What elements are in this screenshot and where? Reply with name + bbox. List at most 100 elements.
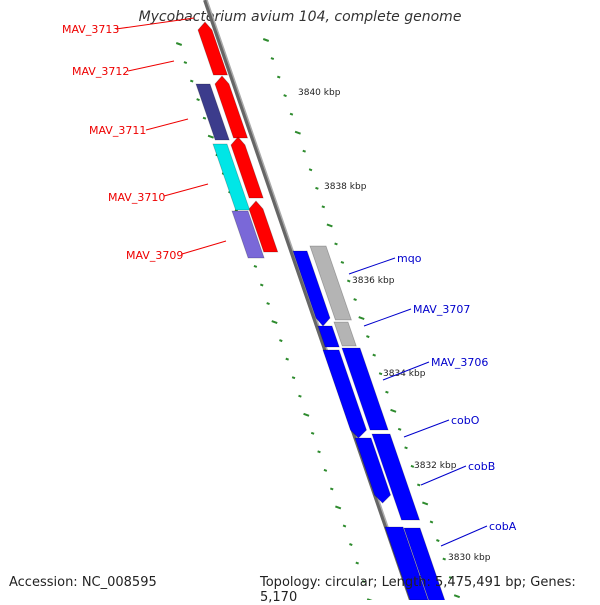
gene-feature xyxy=(212,143,251,211)
gene-feature xyxy=(354,437,392,504)
scale-tick xyxy=(353,298,357,301)
gene-feature xyxy=(197,21,229,76)
genome-summary-text: Topology: circular; Length: 5,475,491 bp… xyxy=(260,575,576,605)
scale-tick xyxy=(302,149,306,153)
leader-line xyxy=(420,465,467,486)
gene-feature xyxy=(195,83,230,141)
forward-gene-label: MAV_3711 xyxy=(89,124,146,137)
gene-feature xyxy=(333,321,357,347)
scale-tick xyxy=(326,223,333,228)
reverse-gene-label: mqo xyxy=(397,252,422,265)
scale-label: 3832 kbp xyxy=(414,461,457,471)
scale-tick xyxy=(329,487,334,491)
gene-labels: 3840 kbp 3838 kbp 3836 kbp 3834 kbp 3832 kbp… xyxy=(62,17,517,563)
scale-tick xyxy=(317,450,321,454)
scale-tick xyxy=(453,594,461,599)
scale-tick xyxy=(175,42,183,46)
scale-tick xyxy=(308,168,313,172)
gene-features xyxy=(195,21,446,600)
reverse-gene-label: cobA xyxy=(489,520,517,533)
leader-line xyxy=(163,183,209,197)
scale-tick xyxy=(372,353,376,357)
gene-feature xyxy=(322,349,367,439)
scale-tick xyxy=(298,394,302,398)
leader-line xyxy=(348,257,396,275)
gene-feature xyxy=(403,527,446,600)
scale-tick xyxy=(416,483,421,487)
scale-tick xyxy=(349,543,353,546)
gene-feature xyxy=(292,250,331,327)
forward-gene-label: MAV_3709 xyxy=(126,249,183,262)
scale-tick xyxy=(207,134,214,139)
leader-line xyxy=(145,118,189,131)
leader-line xyxy=(403,419,450,438)
scale-label: 3836 kbp xyxy=(352,276,395,286)
scale-tick xyxy=(183,61,188,64)
scale-tick xyxy=(294,130,301,135)
scale-tick xyxy=(342,524,347,528)
gene-feature xyxy=(248,200,279,253)
leader-line xyxy=(115,17,195,30)
scale-tick xyxy=(334,242,338,246)
leader-line xyxy=(127,60,175,72)
scale-tick xyxy=(253,264,258,268)
scale-tick xyxy=(259,283,264,287)
gene-feature xyxy=(214,75,249,139)
scale-tick xyxy=(361,580,366,584)
scale-tick xyxy=(321,205,326,209)
scale-tick xyxy=(310,431,315,435)
scale-tick xyxy=(366,598,373,600)
scale-tick xyxy=(271,320,278,325)
scale-tick xyxy=(262,38,270,42)
scale-tick xyxy=(355,561,359,565)
scale-tick xyxy=(346,279,351,283)
scale-tick xyxy=(358,316,365,321)
scale-tick xyxy=(404,446,408,450)
scale-label: 3830 kbp xyxy=(448,553,491,563)
forward-gene-label: MAV_3713 xyxy=(62,23,119,36)
gene-feature xyxy=(317,325,340,348)
scale-label: 3840 kbp xyxy=(298,88,341,98)
scale-tick xyxy=(378,372,383,376)
accession-text: Accession: NC_008595 xyxy=(9,575,157,590)
scale-tick xyxy=(285,357,289,361)
leader-line xyxy=(382,361,430,381)
gene-feature xyxy=(371,433,421,521)
scale-label: 3838 kbp xyxy=(324,182,367,192)
scale-tick xyxy=(283,94,287,98)
scale-tick xyxy=(366,335,370,339)
scale-tick xyxy=(422,501,429,506)
scale-tick xyxy=(442,557,446,561)
gene-feature xyxy=(309,245,352,321)
gene-feature xyxy=(384,526,429,600)
reverse-gene-label: cobB xyxy=(468,460,495,473)
scale-tick xyxy=(436,539,440,542)
forward-gene-label: MAV_3710 xyxy=(108,191,165,204)
reverse-gene-label: cobO xyxy=(451,414,480,427)
forward-gene-label: MAV_3712 xyxy=(72,65,129,78)
scale-tick xyxy=(315,186,319,190)
leader-line xyxy=(181,240,227,255)
scale-tick xyxy=(410,464,415,468)
scale-tick xyxy=(340,260,345,264)
scale-tick xyxy=(270,57,275,60)
scale-tick xyxy=(202,116,207,120)
scale-tick xyxy=(303,412,310,417)
scale-tick xyxy=(335,505,342,510)
scale-tick xyxy=(266,302,270,305)
leader-line xyxy=(363,308,412,327)
gene-feature xyxy=(230,136,264,199)
scale-tick xyxy=(448,576,453,580)
reverse-gene-label: MAV_3707 xyxy=(413,303,470,316)
gene-feature xyxy=(231,210,265,259)
scale-tick xyxy=(323,468,328,472)
leader-line xyxy=(440,525,488,547)
scale-tick xyxy=(289,112,294,116)
map-title: Mycobacterium avium 104, complete genome xyxy=(138,9,462,25)
scale-tick xyxy=(385,390,389,394)
scale-tick xyxy=(429,520,434,524)
gene-feature xyxy=(341,347,389,431)
scale-tick xyxy=(196,98,200,102)
